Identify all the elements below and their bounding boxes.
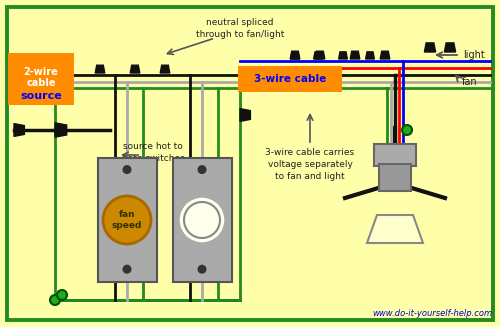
Polygon shape: [55, 123, 66, 137]
Polygon shape: [424, 43, 436, 52]
Text: source hot to
both switches: source hot to both switches: [122, 142, 184, 163]
Circle shape: [198, 165, 206, 174]
Polygon shape: [47, 70, 55, 80]
Text: 3-wire cable: 3-wire cable: [254, 74, 326, 84]
Polygon shape: [95, 65, 105, 73]
FancyBboxPatch shape: [238, 66, 342, 92]
Text: light: light: [463, 50, 485, 60]
FancyBboxPatch shape: [379, 164, 411, 191]
Polygon shape: [315, 51, 325, 59]
Text: 3-wire cable carries
voltage separately
to fan and light: 3-wire cable carries voltage separately …: [266, 148, 354, 181]
Text: www.do-it-yourself-help.com: www.do-it-yourself-help.com: [372, 309, 492, 318]
Circle shape: [122, 265, 132, 274]
Polygon shape: [47, 85, 55, 95]
Polygon shape: [290, 52, 300, 59]
Text: neutral spliced
through to fan/light: neutral spliced through to fan/light: [196, 18, 284, 39]
FancyBboxPatch shape: [98, 158, 157, 282]
Polygon shape: [380, 51, 390, 59]
Polygon shape: [338, 52, 347, 59]
FancyBboxPatch shape: [374, 144, 416, 166]
Polygon shape: [366, 52, 374, 59]
Polygon shape: [47, 78, 55, 88]
Text: fan
speed: fan speed: [112, 210, 142, 231]
Polygon shape: [350, 51, 360, 59]
Polygon shape: [314, 52, 322, 59]
Circle shape: [103, 196, 151, 244]
Polygon shape: [367, 215, 423, 243]
Text: cable: cable: [26, 78, 56, 88]
Polygon shape: [444, 43, 456, 52]
Circle shape: [184, 202, 220, 238]
Circle shape: [198, 265, 206, 274]
Polygon shape: [14, 124, 24, 136]
Circle shape: [50, 295, 60, 305]
Circle shape: [122, 165, 132, 174]
Polygon shape: [130, 65, 140, 73]
Text: fan: fan: [462, 77, 477, 87]
FancyBboxPatch shape: [173, 158, 232, 282]
Text: 2-wire: 2-wire: [24, 67, 58, 77]
Polygon shape: [240, 109, 250, 121]
Polygon shape: [160, 65, 170, 73]
Polygon shape: [290, 51, 300, 59]
Circle shape: [178, 196, 226, 244]
FancyBboxPatch shape: [8, 53, 74, 105]
Circle shape: [402, 125, 412, 135]
Circle shape: [57, 290, 67, 300]
Text: source: source: [20, 91, 62, 101]
